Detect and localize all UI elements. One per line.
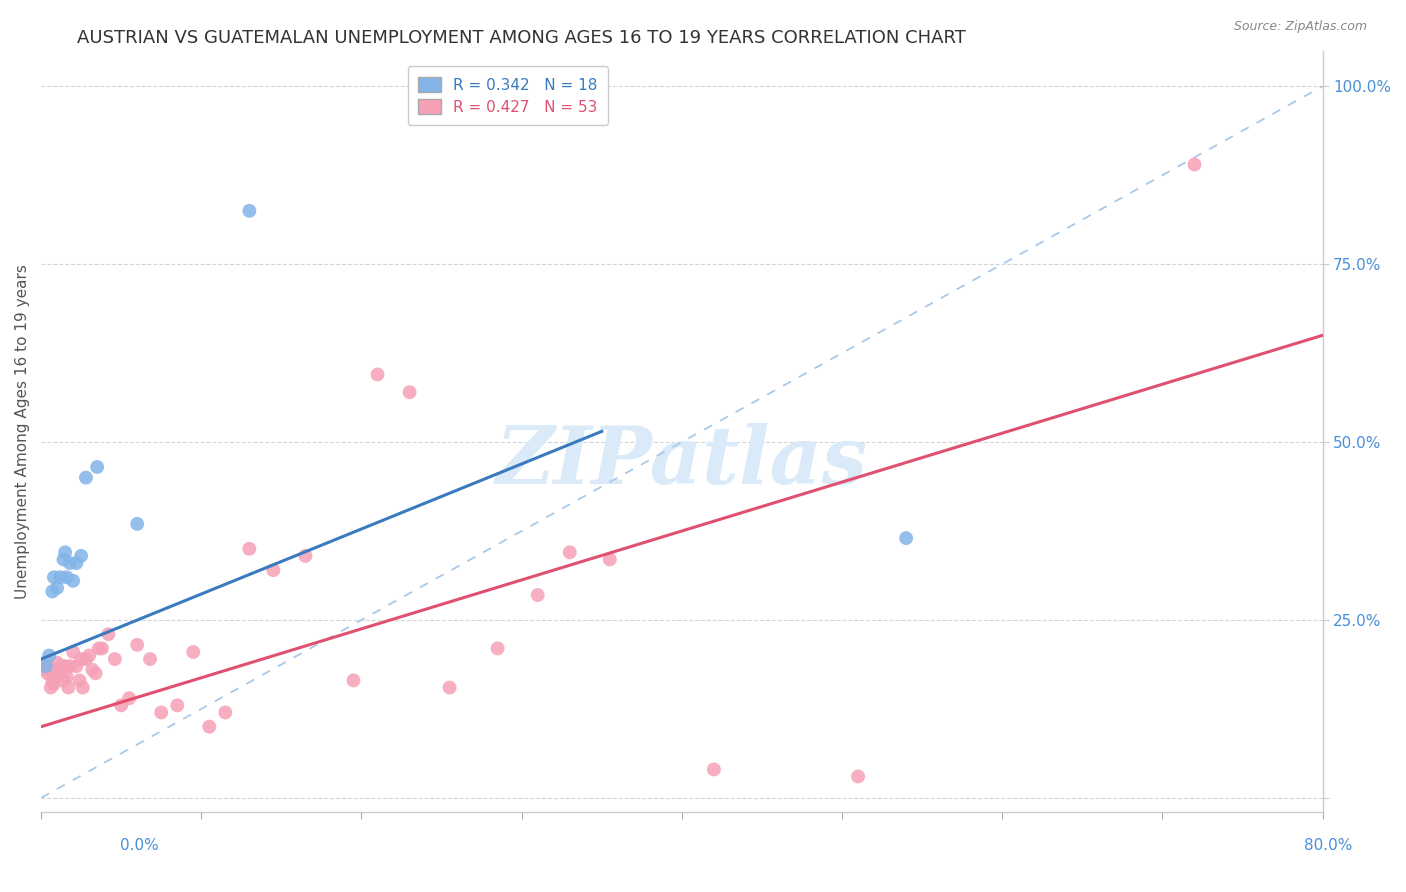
Point — [91, 641, 114, 656]
Point — [42, 570, 65, 584]
Text: AUSTRIAN VS GUATEMALAN UNEMPLOYMENT AMONG AGES 16 TO 19 YEARS CORRELATION CHART: AUSTRIAN VS GUATEMALAN UNEMPLOYMENT AMON… — [77, 29, 966, 46]
Point — [62, 645, 84, 659]
Point — [58, 681, 80, 695]
Point — [41, 584, 63, 599]
Point — [150, 706, 173, 720]
Point — [486, 641, 509, 656]
Point — [59, 659, 82, 673]
Point — [703, 763, 725, 777]
Point — [38, 648, 60, 663]
Legend: R = 0.342   N = 18, R = 0.427   N = 53: R = 0.342 N = 18, R = 0.427 N = 53 — [408, 66, 609, 126]
Point — [51, 659, 73, 673]
Point — [558, 545, 581, 559]
Point — [846, 770, 869, 784]
Point — [104, 652, 127, 666]
Point — [366, 368, 388, 382]
Point — [65, 556, 87, 570]
Text: Source: ZipAtlas.com: Source: ZipAtlas.com — [1233, 20, 1367, 33]
Point — [41, 673, 63, 688]
Point — [166, 698, 188, 713]
Point — [127, 638, 149, 652]
Point — [181, 645, 204, 659]
Point — [526, 588, 548, 602]
Point — [70, 652, 93, 666]
Text: ZIPatlas: ZIPatlas — [496, 423, 868, 500]
Point — [439, 681, 461, 695]
Point — [97, 627, 120, 641]
Point — [39, 681, 62, 695]
Point — [77, 648, 100, 663]
Point — [70, 549, 93, 563]
Point — [75, 652, 97, 666]
Point — [37, 666, 59, 681]
Point — [342, 673, 364, 688]
Point — [198, 720, 221, 734]
Point — [894, 531, 917, 545]
Point — [62, 574, 84, 588]
Point — [262, 563, 284, 577]
Point — [86, 459, 108, 474]
Point — [49, 570, 72, 584]
Point — [35, 663, 58, 677]
Point — [294, 549, 316, 563]
Point — [48, 663, 70, 677]
Point — [52, 673, 75, 688]
Point — [46, 656, 69, 670]
Point — [238, 203, 260, 218]
Point — [1184, 157, 1206, 171]
Point — [139, 652, 162, 666]
Point — [55, 570, 77, 584]
Text: 80.0%: 80.0% — [1305, 838, 1353, 853]
Point — [59, 556, 82, 570]
Y-axis label: Unemployment Among Ages 16 to 19 years: Unemployment Among Ages 16 to 19 years — [15, 264, 30, 599]
Point — [52, 552, 75, 566]
Point — [38, 659, 60, 673]
Point — [44, 666, 66, 681]
Point — [65, 659, 87, 673]
Point — [35, 659, 58, 673]
Point — [75, 470, 97, 484]
Point — [599, 552, 621, 566]
Point — [127, 516, 149, 531]
Point — [34, 659, 56, 673]
Point — [398, 385, 420, 400]
Point — [53, 659, 76, 673]
Point — [238, 541, 260, 556]
Point — [46, 581, 69, 595]
Point — [55, 670, 77, 684]
Point — [214, 706, 236, 720]
Point — [110, 698, 132, 713]
Point — [69, 673, 91, 688]
Point — [118, 691, 141, 706]
Point — [87, 641, 110, 656]
Point — [42, 677, 65, 691]
Point — [72, 681, 94, 695]
Point — [53, 545, 76, 559]
Point — [82, 663, 104, 677]
Text: 0.0%: 0.0% — [120, 838, 159, 853]
Point — [84, 666, 107, 681]
Point — [49, 666, 72, 681]
